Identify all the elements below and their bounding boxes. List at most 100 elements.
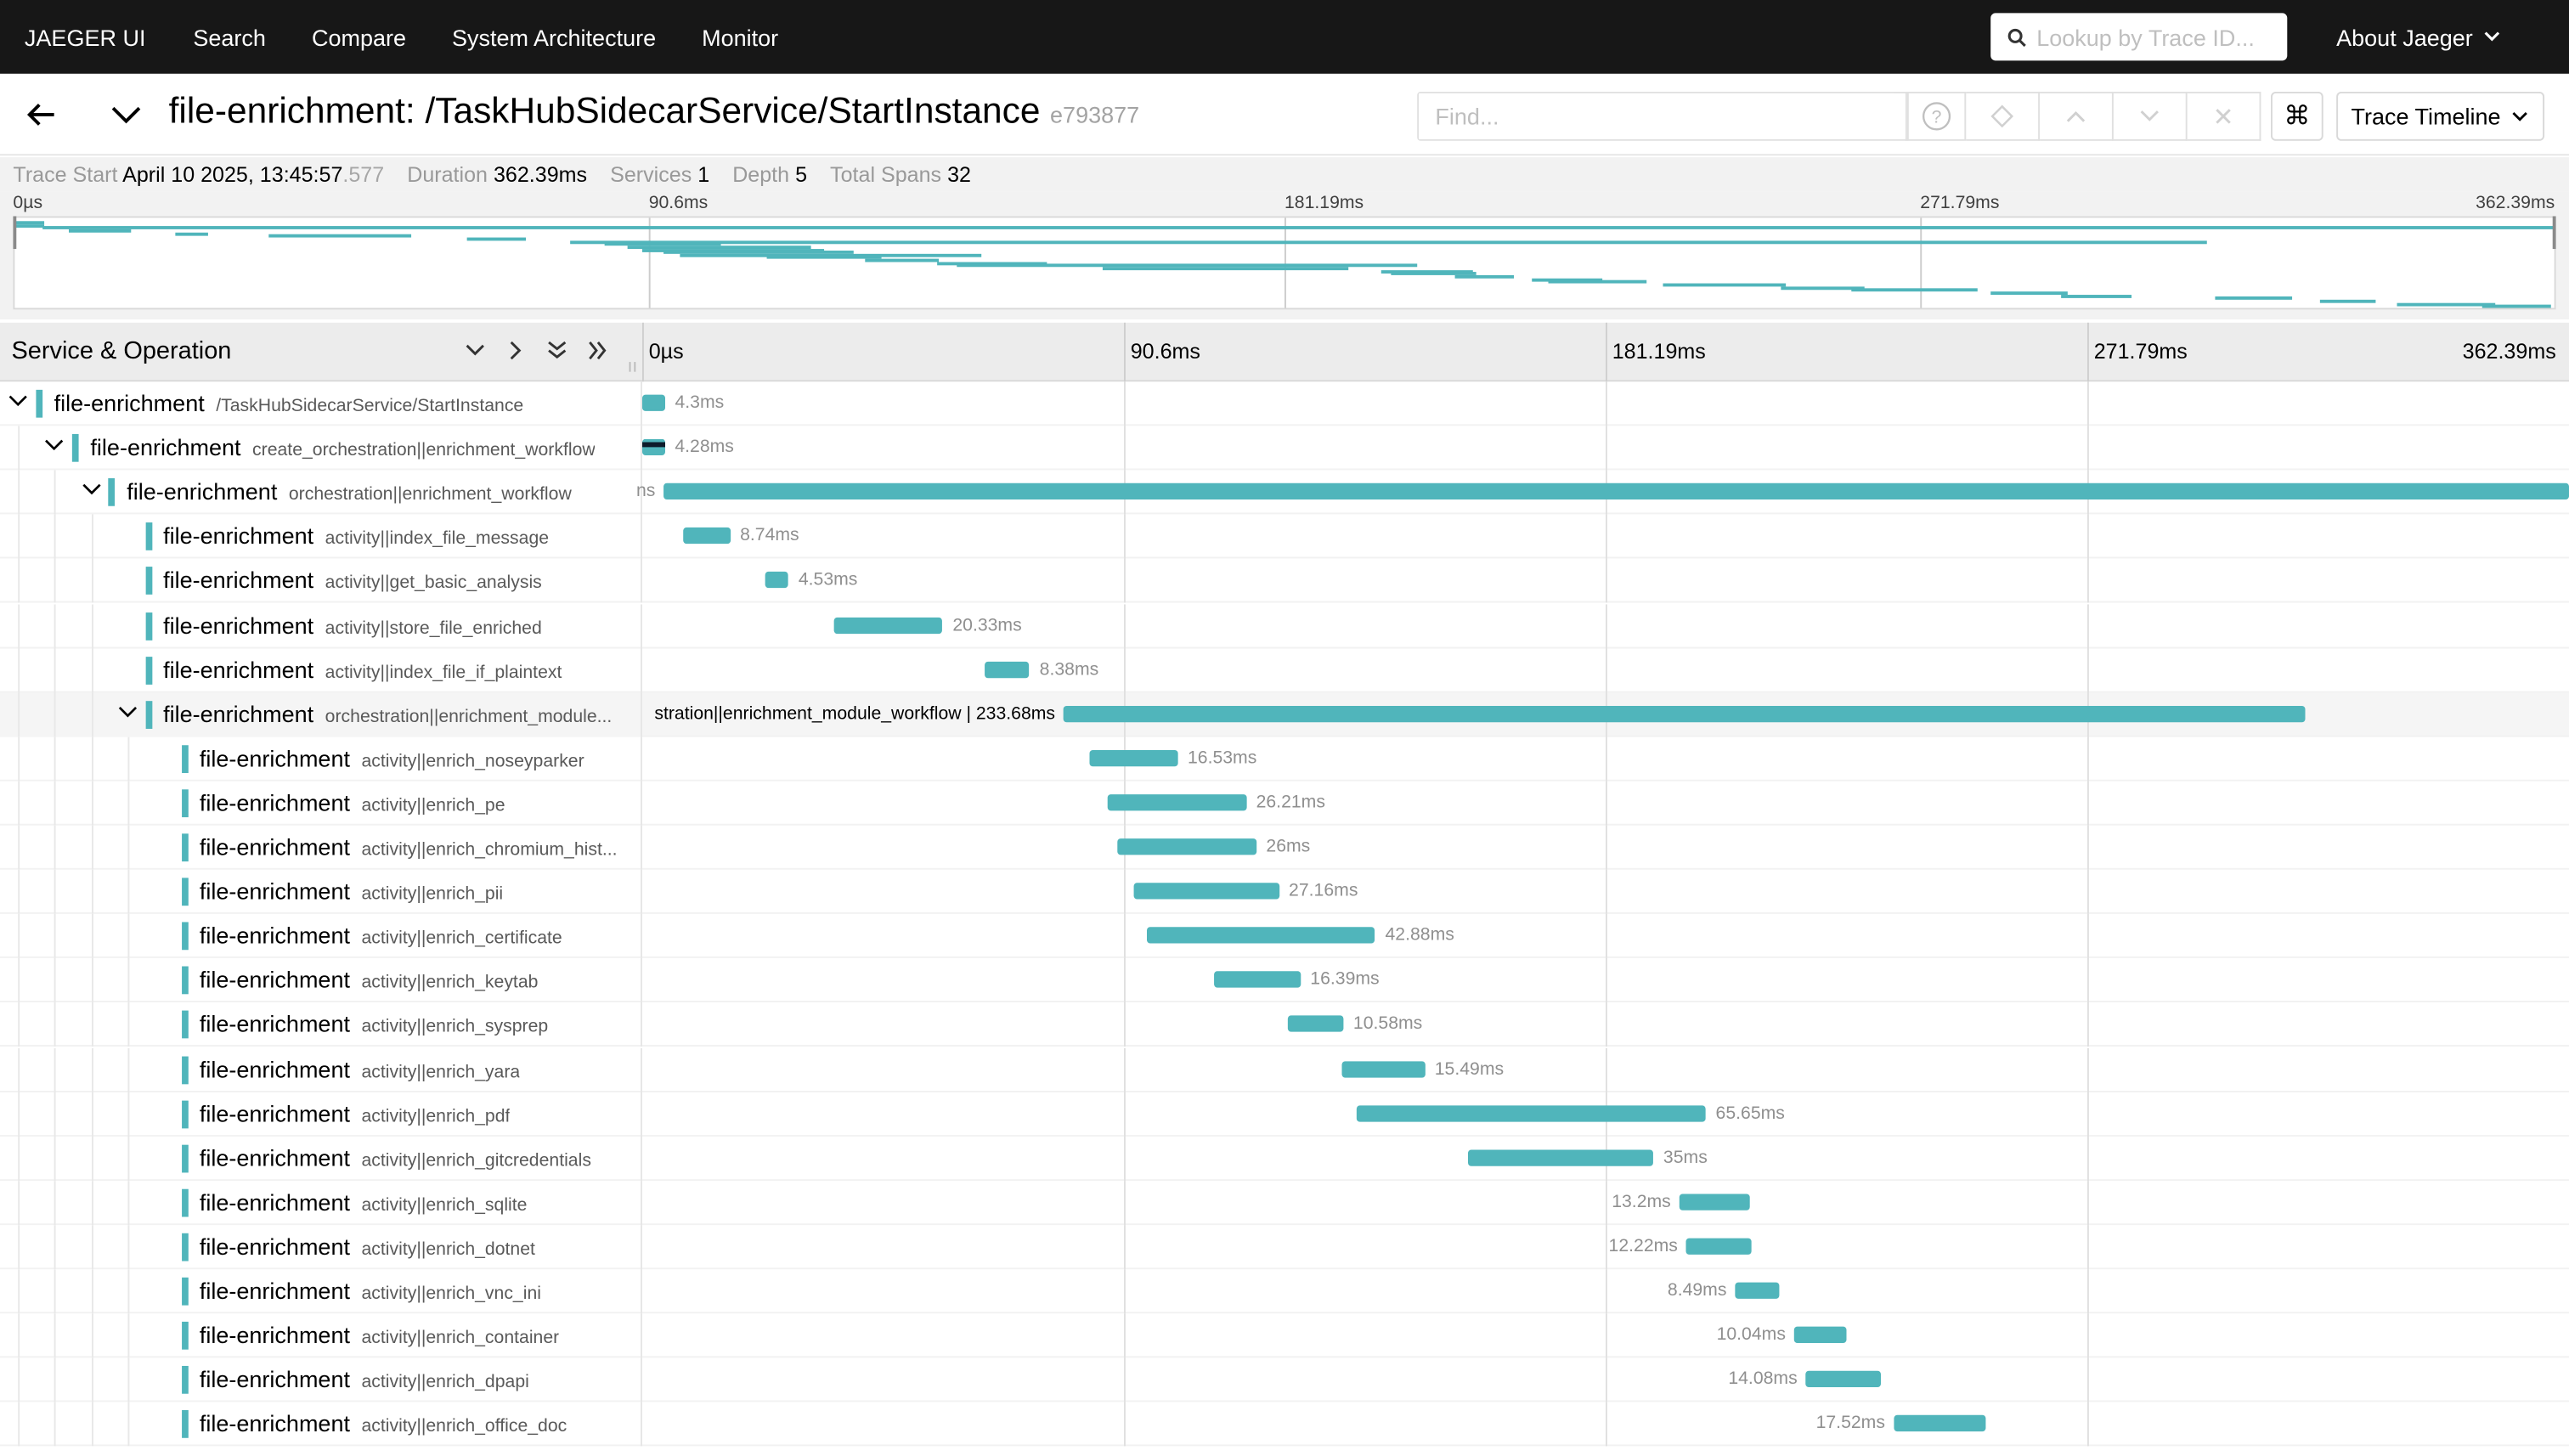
span-name-cell[interactable]: file-enrichment activity||index_file_mess… [0,514,642,560]
span-timeline-cell[interactable]: 15.49ms [642,1047,2569,1092]
span-name-cell[interactable]: file-enrichment activity||enrich_dpapi [0,1357,642,1402]
span-bar[interactable] [1118,838,1256,855]
nav-system-architecture[interactable]: System Architecture [452,23,657,50]
span-bar[interactable] [1147,927,1375,944]
span-name-cell[interactable]: file-enrichment activity||enrich_chromium… [0,825,642,870]
span-name-cell[interactable]: file-enrichment activity||enrich_pii [0,869,642,915]
span-row[interactable]: file-enrichment activity||index_file_mess… [0,514,2569,560]
span-name-cell[interactable]: file-enrichment activity||enrich_sqlite [0,1180,642,1225]
clear-icon[interactable] [2187,91,2261,141]
span-timeline-cell[interactable]: 4.28ms [641,426,2569,471]
span-name-cell[interactable]: file-enrichment activity||enrich_pe [0,781,642,826]
span-bar[interactable] [1106,793,1246,811]
span-name-cell[interactable]: file-enrichment activity||enrich_sysprep [0,1002,642,1047]
span-row[interactable]: file-enrichment activity||enrich_certific… [0,914,2569,959]
span-row[interactable]: file-enrichment activity||enrich_office_d… [0,1402,2569,1447]
span-row[interactable]: file-enrichment/TaskHubSidecarService/St… [0,381,2569,426]
nav-search[interactable]: Search [193,23,266,50]
span-timeline-cell[interactable]: 16.39ms [642,958,2569,1003]
span-row[interactable]: file-enrichment activity||enrich_pii 27.16… [0,869,2569,915]
minimap-canvas[interactable] [13,216,2556,310]
span-name-cell[interactable]: file-enrichment activity||enrich_containe… [0,1313,642,1358]
span-row[interactable]: file-enrichment activity||enrich_pdf 65.65… [0,1092,2569,1137]
span-timeline-cell[interactable]: 8.49ms [642,1269,2569,1314]
span-row[interactable]: file-enrichment activity||enrich_sysprep 1… [0,1002,2569,1047]
column-resizer[interactable] [629,362,636,372]
span-name-cell[interactable]: file-enrichment activity||enrich_noseypar… [0,736,642,782]
span-timeline-cell[interactable]: 8.38ms [642,647,2569,692]
span-row[interactable]: file-enrichment activity||store_file_enri… [0,603,2569,648]
find-box[interactable] [1417,91,1909,141]
span-bar[interactable] [1287,1016,1344,1033]
span-row[interactable]: file-enrichment activity||enrich_yara 15.4… [0,1047,2569,1092]
span-timeline-cell[interactable]: 10.58ms [642,1002,2569,1047]
span-timeline-cell[interactable]: 10.04ms [642,1313,2569,1358]
span-bar[interactable] [1134,883,1279,900]
chevron-down-icon[interactable] [2113,91,2188,141]
span-row[interactable]: file-enrichment activity||enrich_keytab 16… [0,958,2569,1003]
span-bar[interactable] [1893,1415,1987,1432]
expand-toggle-icon[interactable] [44,436,64,455]
span-bar[interactable] [834,616,943,634]
span-name-cell[interactable]: file-enrichment orchestration||enrichment… [0,691,642,736]
span-timeline-cell[interactable]: 42.88ms [642,914,2569,959]
nav-monitor[interactable]: Monitor [702,23,779,50]
span-name-cell[interactable]: file-enrichment activity||index_file_if_p… [0,647,642,692]
span-row[interactable]: file-enrichment activity||enrich_noseypar… [0,736,2569,782]
locate-icon[interactable] [1966,91,2041,141]
span-bar[interactable] [1213,971,1301,989]
span-timeline-cell[interactable]: 8.74ms [642,514,2569,560]
span-bar[interactable] [1805,1371,1881,1388]
span-timeline-cell[interactable]: 35ms [642,1136,2569,1181]
span-bar[interactable] [683,528,731,545]
span-bar[interactable] [1467,1148,1654,1166]
span-name-cell[interactable]: file-enrichment activity||get_basic_analy… [0,559,642,604]
span-bar[interactable] [1342,1060,1426,1077]
span-bar[interactable] [1735,1282,1781,1299]
span-timeline-cell[interactable]: 20.33ms [642,603,2569,648]
trace-id-input[interactable] [2036,23,2283,50]
view-selector[interactable]: Trace Timeline [2336,91,2545,141]
span-row[interactable]: file-enrichment activity||enrich_sqlite 13… [0,1180,2569,1225]
span-row[interactable]: file-enrichment activity||enrich_vnc_ini 8… [0,1269,2569,1314]
expand-toggle-icon[interactable] [82,480,101,499]
span-timeline-cell[interactable]: stration||enrichment_module_workflow | 2… [642,691,2569,736]
brand-link[interactable]: JAEGER UI [24,23,146,50]
span-row[interactable]: file-enrichment activity||enrich_chromium… [0,825,2569,870]
span-bar[interactable] [641,438,665,456]
span-timeline-cell[interactable]: 27.16ms [642,869,2569,915]
trace-minimap[interactable]: 0µs 90.6ms 181.19ms 271.79ms 362.39ms [0,191,2569,319]
keyboard-shortcuts-button[interactable]: ⌘ [2270,91,2323,141]
span-timeline-cell[interactable]: 65.65ms [642,1092,2569,1137]
span-timeline-cell[interactable]: 12.22ms [642,1224,2569,1269]
trace-id-lookup[interactable] [1990,13,2288,61]
span-bar[interactable] [641,394,665,411]
span-name-cell[interactable]: file-enrichment activity||enrich_yara [0,1047,642,1092]
span-name-cell[interactable]: file-enrichment activity||enrich_office_d… [0,1402,642,1447]
span-name-cell[interactable]: file-enrichment activity||enrich_certific… [0,914,642,959]
span-name-cell[interactable]: file-enrichment activity||enrich_gitcrede… [0,1136,642,1181]
span-row[interactable]: file-enrichment activity||enrich_dotnet 12… [0,1224,2569,1269]
span-row[interactable]: file-enrichment create_orchestration||enr… [0,426,2569,471]
span-timeline-cell[interactable]: 17.52ms [642,1402,2569,1447]
span-name-cell[interactable]: file-enrichment orchestration||enrichment… [0,470,642,515]
span-name-cell[interactable]: file-enrichment activity||enrich_dotnet [0,1224,642,1269]
span-name-cell[interactable]: file-enrichment activity||store_file_enri… [0,603,642,648]
span-name-cell[interactable]: file-enrichment/TaskHubSidecarService/St… [0,381,642,426]
span-row[interactable]: file-enrichment activity||enrich_gitcrede… [0,1136,2569,1181]
span-bar[interactable] [1063,705,2306,722]
span-timeline-cell[interactable]: 26ms [642,825,2569,870]
expand-toggle-icon[interactable] [8,392,28,411]
minimap-right-handle[interactable] [2552,216,2556,250]
collapse-one-icon[interactable] [462,337,488,364]
span-timeline-cell[interactable]: 4.3ms [641,381,2569,426]
chevron-up-icon[interactable] [2040,91,2114,141]
expand-toggle-icon[interactable] [118,703,138,722]
span-row[interactable]: file-enrichment orchestration||enrichment… [0,470,2569,515]
span-row[interactable]: file-enrichment orchestration||enrichment… [0,691,2569,736]
span-name-cell[interactable]: file-enrichment activity||enrich_vnc_ini [0,1269,642,1314]
span-name-cell[interactable]: file-enrichment activity||enrich_pdf [0,1092,642,1137]
expand-all-icon[interactable] [584,337,611,364]
span-timeline-cell[interactable]: 13.2ms [642,1180,2569,1225]
collapse-header-icon[interactable] [108,97,144,133]
